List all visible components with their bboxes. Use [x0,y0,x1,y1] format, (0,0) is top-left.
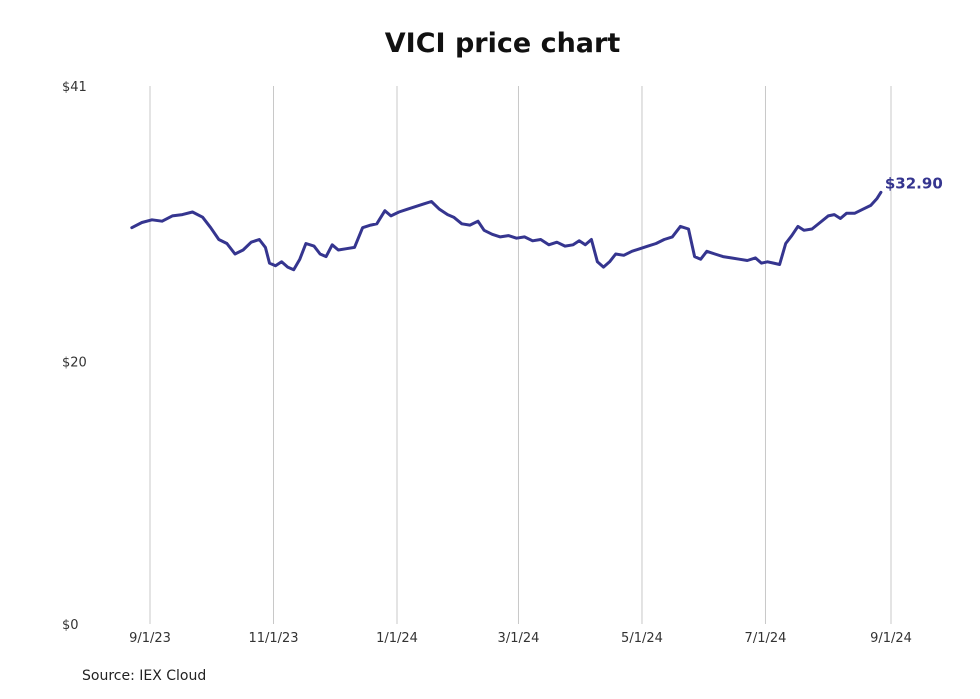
y-tick-label: $20 [62,356,87,371]
x-tick-label: 3/1/24 [498,631,540,646]
y-axis-ticks: $0 $20 $41 [62,80,87,633]
x-axis-ticks: 9/1/23 11/1/23 1/1/24 3/1/24 5/1/24 7/1/24 9/1… [129,631,912,646]
x-tick-label: 5/1/24 [621,631,663,646]
x-tick-label: 7/1/24 [745,631,787,646]
x-tick-label: 1/1/24 [376,631,418,646]
end-value-label: $32.90 [885,174,943,192]
series-line [130,190,883,272]
chart-title: VICI price chart [384,28,621,59]
series-layer [130,190,883,272]
y-tick-label: $41 [62,80,87,95]
source-note: Source: IEX Cloud [82,668,207,684]
x-tick-label: 11/1/23 [248,631,298,646]
end-label-layer: $32.90 [885,174,943,192]
x-tick-label: 9/1/23 [129,631,171,646]
y-tick-label: $0 [62,618,79,633]
x-tick-label: 9/1/24 [870,631,912,646]
gridlines [149,86,892,624]
